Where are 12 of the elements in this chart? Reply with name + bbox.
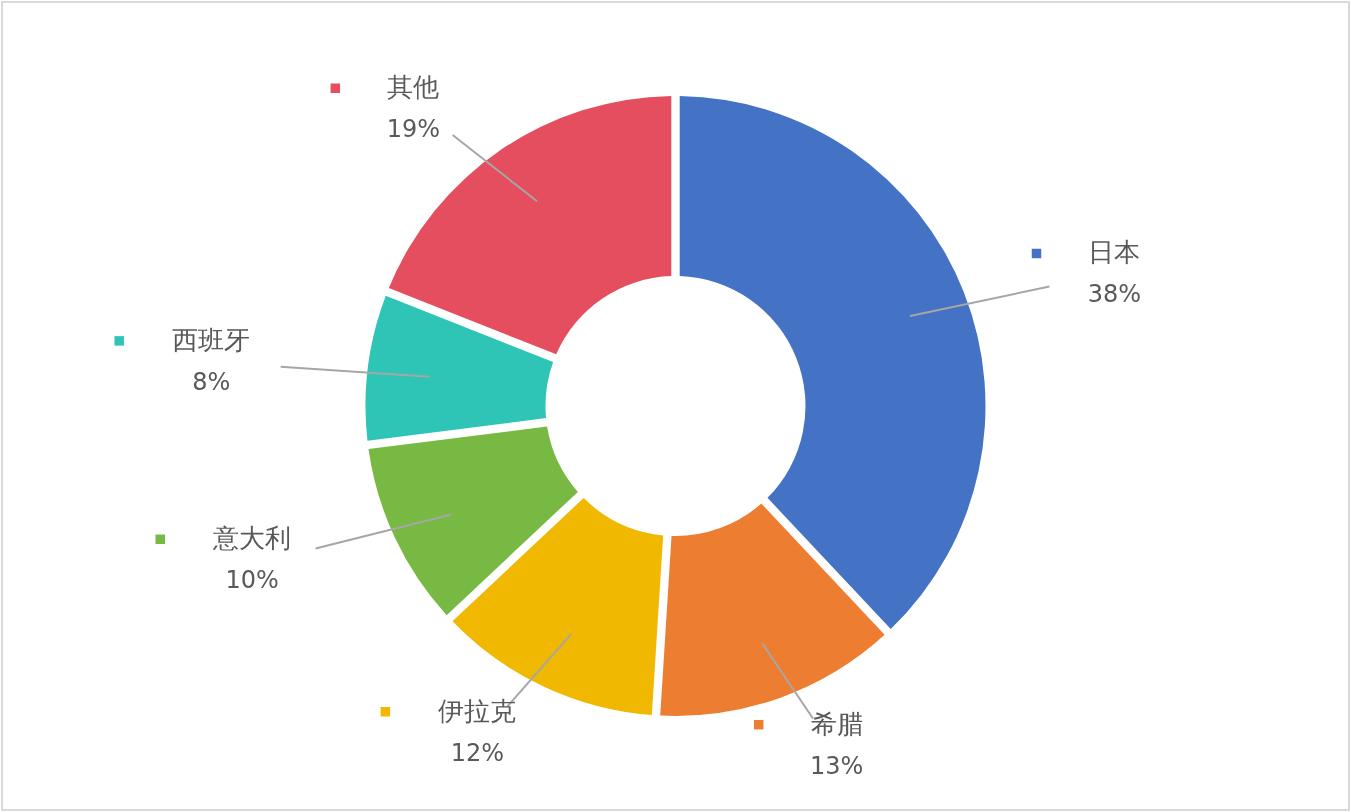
legend-label: 意大利 (212, 523, 292, 554)
legend-label: 日本 (1088, 237, 1141, 268)
data-label: 12% (450, 738, 505, 767)
data-label: 10% (225, 566, 279, 595)
legend-label: 西班牙 (172, 324, 251, 355)
data-label: 38% (1087, 280, 1142, 309)
legend-label: 希腊 (810, 708, 863, 739)
legend-label: 伊拉克 (438, 695, 517, 726)
data-label: 19% (386, 115, 440, 144)
data-label: 8% (192, 367, 231, 396)
data-label: 13% (810, 751, 864, 780)
legend-label: 其他 (387, 72, 440, 103)
